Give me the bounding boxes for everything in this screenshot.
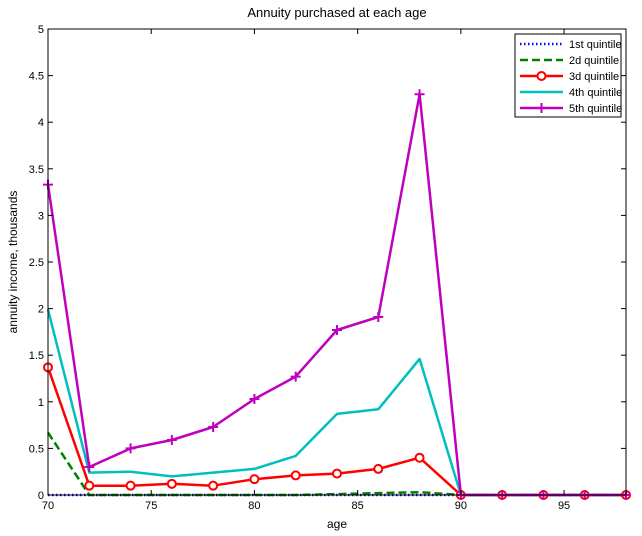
series-line (46, 92, 626, 497)
y-tick-label: 4.5 (29, 71, 44, 83)
data-point-circle (414, 452, 425, 463)
y-tick-label: 2.5 (29, 257, 44, 269)
x-tick-label: 80 (248, 500, 260, 512)
data-point-plus (414, 89, 425, 100)
axis-ticks: 70 75 80 85 90 95 0 0.5 1 1.5 2 2.5 3 3.5 4 4.5 5 (29, 24, 626, 512)
legend-label: 1st quintile (569, 39, 622, 51)
legend-label: 5th quintile (569, 103, 622, 115)
y-tick-label: 1.5 (29, 350, 44, 362)
data-point-circle (290, 470, 301, 481)
data-point-plus (249, 394, 260, 405)
y-tick-label: 0 (38, 490, 44, 502)
data-point-circle (166, 478, 177, 489)
data-point-circle (536, 71, 547, 81)
data-point-circle (332, 468, 342, 479)
y-tick-label: 4 (38, 117, 44, 129)
legend-label: 3d quintile (569, 71, 619, 83)
chart-title: Annuity purchased at each age (247, 5, 426, 20)
x-tick-label: 95 (558, 500, 570, 512)
x-tick-label: 70 (42, 500, 54, 512)
legend-label: 4th quintile (569, 87, 622, 99)
data-point-circle (373, 463, 384, 474)
x-tick-label: 85 (352, 500, 364, 512)
data-point-plus (166, 435, 177, 446)
x-tick-label: 75 (145, 500, 157, 512)
data-point-circle (208, 480, 219, 491)
series-layer (43, 89, 631, 500)
data-point-plus (536, 103, 547, 113)
y-tick-label: 3 (38, 210, 44, 222)
series-line (46, 309, 626, 497)
data-point-plus (290, 371, 301, 382)
y-tick-label: 5 (38, 24, 44, 36)
y-tick-label: 3.5 (29, 164, 44, 176)
legend: 1st quintile 2d quintile 3d quintile 4th qu… (514, 33, 622, 118)
data-point-plus (208, 421, 219, 432)
data-point-plus (84, 462, 95, 473)
x-axis-label: age (327, 517, 347, 531)
data-point-plus (373, 311, 384, 322)
y-tick-label: 2 (38, 304, 44, 316)
data-point-circle (125, 480, 136, 491)
series-3 (43, 362, 631, 500)
y-tick-label: 1 (38, 397, 44, 409)
data-point-plus (332, 325, 342, 336)
data-point-circle (249, 474, 260, 485)
series-5 (43, 89, 631, 500)
legend-label: 2d quintile (569, 55, 619, 67)
data-point-plus (125, 443, 136, 454)
y-axis-label: annuity income, thousands (6, 191, 20, 334)
y-tick-label: 0.5 (29, 443, 44, 455)
series-4 (46, 309, 626, 497)
x-tick-label: 90 (455, 500, 467, 512)
data-point-circle (84, 480, 95, 491)
